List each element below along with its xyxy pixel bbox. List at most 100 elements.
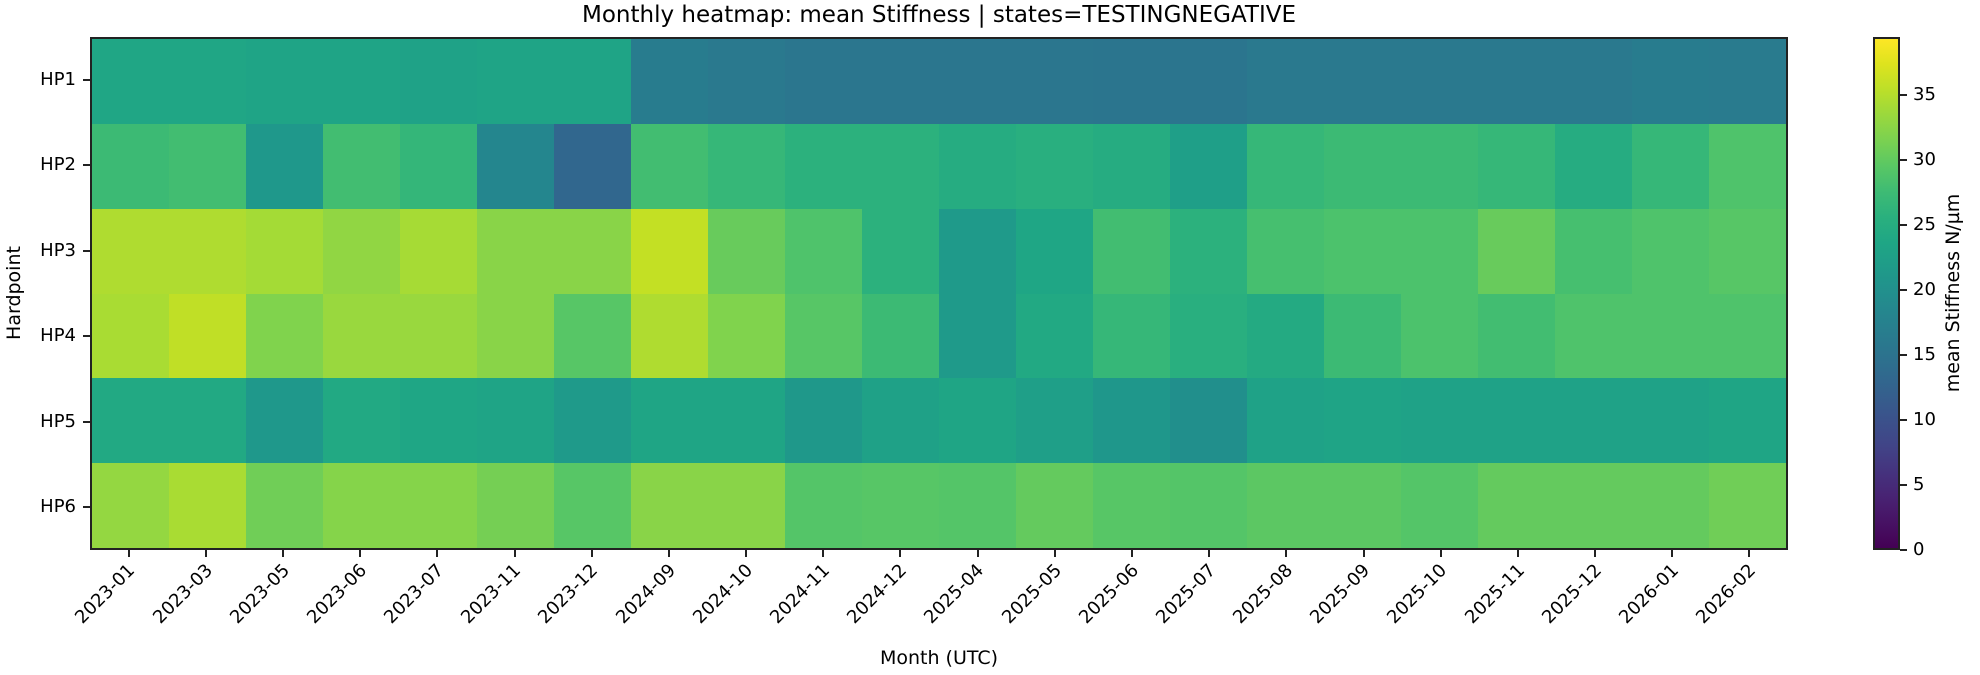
heatmap-cell [862, 293, 939, 379]
tick-mark [83, 335, 90, 338]
heatmap-cell [1247, 208, 1324, 294]
heatmap-cell [1170, 378, 1247, 464]
heatmap-cell [477, 378, 554, 464]
heatmap-cell [1401, 208, 1478, 294]
colorbar-tick-label: 10 [1913, 409, 1936, 431]
heatmap-cell [1555, 378, 1632, 464]
heatmap-cell [1016, 293, 1093, 379]
heatmap-cell [708, 39, 785, 124]
tick-mark [1900, 549, 1907, 551]
heatmap-cell [1632, 123, 1709, 209]
x-tick-label: 2025-10 [1383, 560, 1452, 629]
heatmap-cell [1093, 208, 1170, 294]
heatmap-cell [1324, 123, 1401, 209]
heatmap-cell [1093, 123, 1170, 209]
heatmap-cell [169, 123, 246, 209]
heatmap-cell [554, 208, 631, 294]
heatmap-cell [1247, 293, 1324, 379]
heatmap-cell [92, 208, 169, 294]
heatmap-cell [1478, 293, 1555, 379]
x-tick-label: 2023-11 [457, 560, 526, 629]
heatmap-cell [862, 123, 939, 209]
heatmap-cell [785, 293, 862, 379]
tick-mark [1439, 550, 1442, 557]
heatmap-cell [939, 463, 1016, 548]
heatmap-cell [169, 463, 246, 548]
heatmap-cell [1324, 39, 1401, 124]
heatmap-cell [631, 293, 708, 379]
y-tick-label: HP2 [40, 154, 76, 176]
heatmap-cell [862, 463, 939, 548]
heatmap-cell [400, 378, 477, 464]
x-tick-label: 2025-06 [1074, 560, 1143, 629]
heatmap-cell [1555, 123, 1632, 209]
heatmap-cell [246, 39, 323, 124]
heatmap-cell [1093, 463, 1170, 548]
heatmap-cell [246, 378, 323, 464]
heatmap-cell [92, 39, 169, 124]
heatmap-cell [1324, 293, 1401, 379]
x-tick-label: 2025-12 [1537, 560, 1606, 629]
heatmap-cell [631, 208, 708, 294]
heatmap-cell [1016, 39, 1093, 124]
heatmap-cell [1401, 293, 1478, 379]
tick-mark [204, 550, 207, 557]
heatmap-cell [1709, 39, 1786, 124]
heatmap-cell [1401, 123, 1478, 209]
heatmap-cell [1401, 463, 1478, 548]
colorbar-tick-label: 5 [1913, 474, 1925, 496]
tick-mark [83, 506, 90, 509]
heatmap-cell [785, 39, 862, 124]
heatmap-cell [246, 463, 323, 548]
colorbar-label: mean Stiffness N/µm [1942, 193, 1964, 393]
heatmap-cell [1709, 123, 1786, 209]
tick-mark [1900, 484, 1907, 487]
heatmap-cell [708, 378, 785, 464]
x-tick-label: 2024-09 [611, 560, 680, 629]
heatmap-cell [92, 378, 169, 464]
heatmap-cell [1016, 463, 1093, 548]
heatmap-cell [400, 463, 477, 548]
heatmap-cell [1632, 378, 1709, 464]
tick-mark [1671, 550, 1674, 557]
x-tick-label: 2025-08 [1229, 560, 1298, 629]
heatmap-cell [1478, 123, 1555, 209]
heatmap-cell [1170, 208, 1247, 294]
y-tick-label: HP3 [40, 239, 76, 261]
tick-mark [1900, 419, 1907, 422]
tick-mark [1285, 550, 1288, 557]
y-tick-label: HP1 [40, 68, 76, 90]
colorbar-tick-label: 30 [1913, 149, 1936, 171]
heatmap-cell [169, 293, 246, 379]
y-tick-label: HP5 [40, 410, 76, 432]
tick-mark [1900, 224, 1907, 227]
colorbar-tick-label: 0 [1913, 539, 1925, 560]
heatmap-cell [323, 463, 400, 548]
heatmap-cell [1555, 208, 1632, 294]
heatmap-cell [1632, 39, 1709, 124]
heatmap-cell [708, 208, 785, 294]
tick-mark [83, 420, 90, 423]
tick-mark [745, 550, 748, 557]
heatmap-plot-area [90, 37, 1788, 550]
heatmap-cell [708, 463, 785, 548]
heatmap-cell [477, 39, 554, 124]
heatmap-cell [1478, 378, 1555, 464]
chart-title: Monthly heatmap: mean Stiffness | states… [581, 2, 1297, 28]
tick-mark [1900, 354, 1907, 357]
heatmap-cell [554, 39, 631, 124]
heatmap-cell [477, 293, 554, 379]
colorbar-tick-label: 35 [1913, 84, 1936, 106]
heatmap-cell [1170, 293, 1247, 379]
heatmap-cell [323, 123, 400, 209]
heatmap-cell [862, 208, 939, 294]
heatmap-cell [1016, 378, 1093, 464]
heatmap-cell [1632, 463, 1709, 548]
heatmap-cell [1170, 123, 1247, 209]
x-tick-label: 2023-06 [302, 560, 371, 629]
tick-mark [83, 249, 90, 252]
heatmap-cell [554, 293, 631, 379]
tick-mark [1208, 550, 1211, 557]
x-tick-label: 2023-12 [534, 560, 603, 629]
x-tick-label: 2026-01 [1615, 560, 1684, 629]
